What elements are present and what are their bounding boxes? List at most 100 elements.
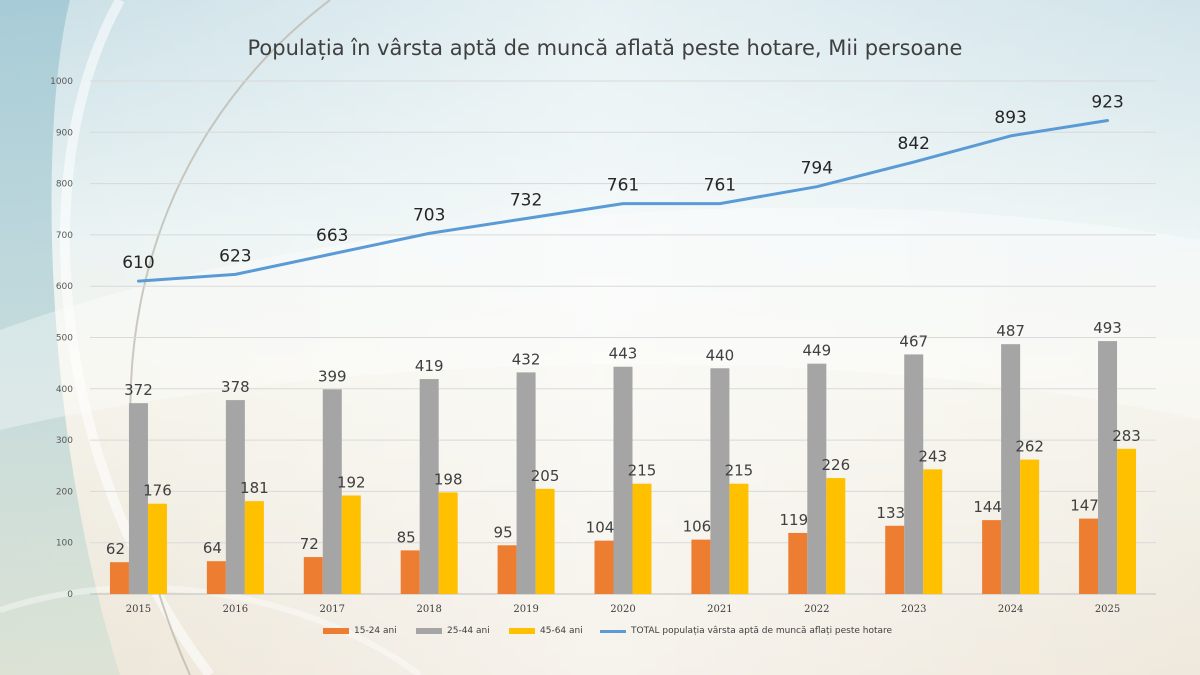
- x-tick-label: 2018: [416, 604, 441, 615]
- y-tick-label: 800: [56, 180, 73, 190]
- y-tick-label: 1000: [50, 77, 73, 87]
- bar: [923, 469, 943, 594]
- total-line: [136, 119, 1110, 283]
- bar: [128, 403, 148, 594]
- line-data-label: 794: [801, 159, 833, 179]
- bar-data-label: 192: [337, 474, 366, 492]
- bar-data-label: 176: [143, 482, 172, 500]
- legend-label-total: TOTAL populația vârsta aptă de muncă afl…: [631, 626, 893, 636]
- bar: [322, 389, 342, 594]
- legend-label-45-64: 45-64 ani: [540, 626, 583, 636]
- bar-data-label: 133: [876, 504, 905, 522]
- legend-swatch-total: [600, 629, 626, 633]
- bar: [206, 561, 226, 594]
- legend-label-15-24: 15-24 ani: [354, 626, 397, 636]
- x-tick-label: 2020: [610, 604, 635, 615]
- bar: [438, 492, 458, 594]
- legend-label-25-44: 25-44 ani: [447, 626, 490, 636]
- bar: [1098, 341, 1118, 594]
- bar-data-label: 226: [821, 456, 850, 474]
- bar: [535, 488, 555, 594]
- y-tick-label: 900: [56, 128, 73, 138]
- y-tick-label: 0: [67, 590, 73, 600]
- legend-swatch-25-44: [416, 628, 442, 634]
- bar-data-label: 119: [779, 511, 808, 529]
- legend-item-total: TOTAL populația vârsta aptă de muncă afl…: [600, 626, 892, 636]
- bar: [788, 532, 808, 594]
- bar-data-label: 449: [802, 342, 831, 360]
- bar: [729, 483, 749, 594]
- bar: [497, 545, 517, 594]
- y-tick-label: 700: [56, 231, 73, 241]
- legend-item-25-44: 25-44 ani: [416, 626, 490, 636]
- bar-data-label: 64: [203, 539, 222, 557]
- line-data-label: 623: [219, 246, 251, 266]
- bar-data-label: 243: [918, 447, 947, 465]
- bar-data-label: 205: [531, 467, 560, 485]
- x-tick-label: 2025: [1095, 604, 1120, 615]
- chart-title: Populația în vârsta aptă de muncă aflată…: [247, 36, 963, 60]
- bar: [982, 520, 1002, 594]
- line-data-label: 893: [994, 108, 1026, 128]
- bar: [109, 562, 129, 594]
- x-tick-label: 2016: [223, 604, 248, 615]
- bar: [826, 478, 846, 594]
- bar: [904, 354, 924, 594]
- bar: [885, 525, 905, 594]
- chart-legend: 15-24 ani 25-44 ani 45-64 ani TOTAL popu…: [0, 626, 1200, 642]
- bar-data-label: 104: [586, 519, 615, 537]
- y-tick-label: 600: [56, 282, 73, 292]
- bar-data-label: 440: [706, 346, 735, 364]
- bar-data-label: 493: [1093, 319, 1122, 337]
- x-tick-label: 2021: [707, 604, 732, 615]
- bar-data-label: 283: [1112, 427, 1141, 445]
- bar: [691, 539, 711, 594]
- legend-item-15-24: 15-24 ani: [323, 626, 397, 636]
- line-data-label: 703: [413, 205, 445, 225]
- line-data-label: 761: [704, 176, 736, 196]
- line-data-label: 923: [1091, 93, 1123, 113]
- bar-data-label: 443: [609, 345, 638, 363]
- line-data-label: 663: [316, 226, 348, 246]
- x-tick-label: 2023: [901, 604, 926, 615]
- y-tick-label: 500: [56, 334, 73, 344]
- bar: [1117, 448, 1137, 594]
- bar-data-label: 487: [996, 322, 1025, 340]
- bar-data-label: 378: [221, 378, 250, 396]
- bar-data-label: 144: [973, 498, 1002, 516]
- bar-data-label: 106: [683, 518, 712, 536]
- x-tick-label: 2019: [513, 604, 538, 615]
- bar: [613, 366, 633, 594]
- x-tick-label: 2017: [320, 604, 345, 615]
- bar: [1079, 518, 1099, 594]
- y-tick-label: 400: [56, 385, 73, 395]
- bar-data-label: 181: [240, 479, 269, 497]
- bar-data-label: 262: [1015, 438, 1044, 456]
- bar-data-label: 215: [725, 462, 754, 480]
- y-tick-label: 300: [56, 436, 73, 446]
- bar: [225, 400, 245, 594]
- bar: [632, 483, 652, 594]
- bar-data-label: 399: [318, 367, 347, 385]
- legend-item-45-64: 45-64 ani: [509, 626, 583, 636]
- bar-data-label: 467: [899, 332, 928, 350]
- y-tick-label: 200: [56, 487, 73, 497]
- x-tick-label: 2024: [998, 604, 1023, 615]
- legend-swatch-45-64: [509, 628, 535, 634]
- bar: [303, 557, 323, 594]
- line-data-label: 761: [607, 176, 639, 196]
- line-data-label: 610: [122, 253, 154, 273]
- bar-data-label: 419: [415, 357, 444, 375]
- bar-data-label: 62: [106, 540, 125, 558]
- bar-data-label: 372: [124, 381, 153, 399]
- legend-swatch-15-24: [323, 628, 349, 634]
- bar: [516, 372, 536, 594]
- bar: [147, 503, 167, 594]
- bar: [244, 501, 264, 594]
- y-tick-label: 100: [56, 539, 73, 549]
- bar: [1020, 459, 1040, 594]
- bar-data-label: 198: [434, 470, 463, 488]
- bar-data-label: 72: [300, 535, 319, 553]
- bar-data-label: 95: [494, 523, 513, 541]
- bar: [710, 368, 730, 594]
